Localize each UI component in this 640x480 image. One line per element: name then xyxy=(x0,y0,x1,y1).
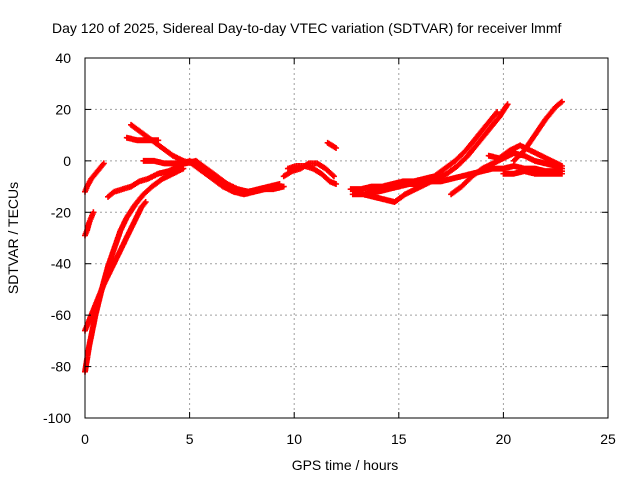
x-tick-label: 25 xyxy=(600,431,616,447)
series-track-a xyxy=(82,160,107,195)
y-tick-label: -40 xyxy=(51,256,71,272)
x-tick-label: 20 xyxy=(496,431,512,447)
series-track-r xyxy=(500,168,565,177)
series-track-l xyxy=(347,109,501,193)
y-tick-label: 40 xyxy=(55,50,71,66)
data-point-markers xyxy=(82,165,187,375)
series-track-g xyxy=(123,134,162,144)
x-tick-label: 15 xyxy=(391,431,407,447)
data-layer xyxy=(82,98,565,375)
x-tick-label: 0 xyxy=(81,431,89,447)
data-point-markers xyxy=(485,142,565,169)
y-tick-label: -20 xyxy=(51,204,71,220)
tick-layer: 0 5 10 15 20 25 -100 -80 -60 -40 -20 0 20 40 xyxy=(43,50,616,447)
chart-title: Day 120 of 2025, Sidereal Day-to-day VTE… xyxy=(52,20,561,36)
data-point-markers xyxy=(510,98,565,164)
data-point-markers xyxy=(140,157,283,195)
series-track-j xyxy=(284,163,340,187)
y-tick-label: -100 xyxy=(43,410,71,426)
x-tick-label: 5 xyxy=(186,431,194,447)
data-point-markers xyxy=(324,139,340,151)
y-tick-label: 0 xyxy=(63,153,71,169)
data-point-markers xyxy=(82,160,107,195)
data-point-markers xyxy=(123,134,162,144)
plot-frame xyxy=(84,57,609,419)
series-track-q xyxy=(510,98,565,164)
data-point-markers xyxy=(500,168,565,177)
series-track-p xyxy=(485,142,565,169)
data-point-markers xyxy=(364,163,565,195)
y-tick-label: -80 xyxy=(51,359,71,375)
y-tick-label: 20 xyxy=(55,101,71,117)
series-track-c xyxy=(82,165,187,375)
series-track-n xyxy=(364,163,565,195)
grid-layer xyxy=(85,58,608,418)
data-point-markers xyxy=(347,109,501,193)
x-tick-label: 10 xyxy=(286,431,302,447)
series-track-k xyxy=(324,139,340,151)
series-track-b xyxy=(82,209,97,239)
x-axis-label: GPS time / hours xyxy=(292,457,399,473)
series-track-h xyxy=(140,157,283,195)
y-tick-label: -60 xyxy=(51,307,71,323)
data-point-markers xyxy=(82,209,97,239)
data-point-markers xyxy=(284,163,340,187)
y-axis-label: SDTVAR / TECUs xyxy=(5,182,21,294)
